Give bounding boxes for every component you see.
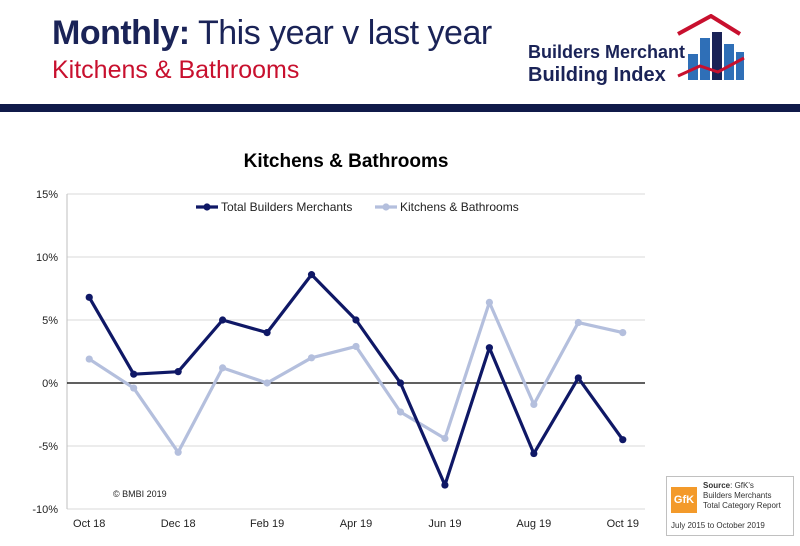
- source-box: GfK Source: GfK's Builders Merchants Tot…: [666, 476, 794, 536]
- data-point: [174, 448, 182, 456]
- data-point: [485, 298, 493, 306]
- data-point: [619, 329, 627, 337]
- legend-label: Kitchens & Bathrooms: [400, 200, 519, 214]
- title-rest: This year v last year: [197, 14, 492, 52]
- y-tick-label: 10%: [36, 252, 58, 264]
- data-point: [485, 344, 493, 352]
- data-point: [85, 293, 93, 301]
- x-tick-label: Jun 19: [428, 518, 461, 530]
- logo-roof: [677, 14, 742, 36]
- y-tick-label: 15%: [36, 189, 58, 201]
- data-point: [530, 400, 538, 409]
- data-point: [174, 368, 182, 376]
- logo-trend-line: [677, 56, 745, 78]
- title-bold: Monthly:: [52, 14, 190, 52]
- logo-bar-5: [736, 52, 744, 80]
- page-title: Monthly: This year v last year: [52, 14, 492, 53]
- gfk-logo: GfK: [671, 487, 697, 513]
- data-point: [130, 370, 138, 378]
- source-line-2: Builders Merchants: [703, 491, 772, 500]
- source-text: Source: GfK's Builders Merchants Total C…: [703, 481, 781, 511]
- y-tick-label: 0%: [42, 378, 58, 390]
- data-point: [441, 481, 449, 489]
- data-point: [574, 374, 582, 382]
- logo-bar-1: [688, 54, 698, 80]
- data-point: [352, 342, 360, 351]
- data-point: [85, 355, 93, 363]
- watermark-text: © BMBI 2019: [113, 489, 167, 499]
- source-line-4: July 2015 to October 2019: [671, 521, 765, 530]
- legend-label: Total Builders Merchants: [221, 200, 352, 214]
- logo-line-2: Building Index: [528, 64, 666, 86]
- data-point: [396, 379, 405, 387]
- logo-bar-3: [712, 32, 722, 80]
- source-label: Source: [703, 481, 731, 490]
- page-subtitle: Kitchens & Bathrooms: [52, 56, 300, 84]
- logo-bar-4: [724, 44, 734, 80]
- logo-bar-2: [700, 38, 710, 80]
- legend-marker: [203, 203, 211, 211]
- header-divider: [0, 104, 800, 112]
- data-point: [574, 318, 582, 327]
- data-point: [219, 364, 227, 372]
- logo-line-1: Builders Merchant: [528, 42, 686, 62]
- data-point: [307, 354, 316, 362]
- y-tick-label: -10%: [32, 504, 58, 516]
- data-point: [130, 384, 138, 392]
- logo-graphic: [677, 14, 745, 80]
- data-point: [219, 316, 227, 324]
- legend-marker: [382, 203, 390, 211]
- series-line: [88, 300, 624, 454]
- x-tick-label: Dec 18: [161, 518, 196, 530]
- data-point: [619, 436, 627, 444]
- y-tick-label: 5%: [42, 315, 58, 327]
- data-point: [307, 271, 316, 279]
- series-line: [87, 273, 625, 487]
- x-tick-label: Apr 19: [340, 518, 372, 530]
- x-tick-label: Feb 19: [250, 518, 284, 530]
- data-point: [441, 434, 449, 443]
- source-line-3: Total Category Report: [703, 501, 781, 510]
- data-point: [263, 379, 271, 387]
- x-tick-label: Oct 19: [607, 518, 639, 530]
- source-line-1: : GfK's: [730, 481, 754, 490]
- x-tick-label: Aug 19: [516, 518, 551, 530]
- bmbi-logo: Builders Merchant Building Index: [528, 14, 748, 90]
- data-point: [352, 316, 360, 324]
- x-tick-label: Oct 18: [73, 518, 105, 530]
- line-chart: Kitchens & Bathrooms -10% -5% 0% 5% 10% 15% Oct…: [32, 151, 645, 530]
- chart-title: Kitchens & Bathrooms: [244, 151, 449, 172]
- y-tick-label: -5%: [38, 441, 58, 453]
- data-point: [396, 408, 405, 416]
- data-point: [530, 449, 538, 458]
- data-point: [263, 329, 271, 337]
